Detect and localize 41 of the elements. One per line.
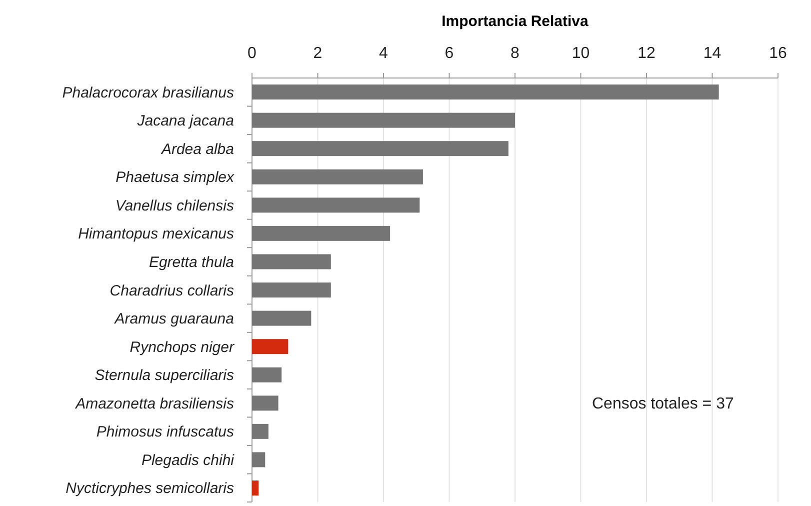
bar <box>252 452 266 468</box>
bar <box>252 424 268 439</box>
y-tick-label: Phalacrocorax brasilianus <box>62 84 234 102</box>
x-tick-label: 0 <box>248 45 257 62</box>
bar <box>252 367 282 382</box>
y-tick-label: Himantopus mexicanus <box>78 226 234 243</box>
bar <box>252 282 331 298</box>
x-tick-label: 10 <box>572 45 590 62</box>
x-tick-label: 12 <box>638 45 656 62</box>
bar <box>252 226 390 241</box>
bar <box>252 141 508 156</box>
y-tick-label: Sternula superciliaris <box>94 367 234 384</box>
y-tick-label: Plegadis chihi <box>141 452 235 469</box>
bar <box>252 112 515 128</box>
y-tick-label: Vanellus chilensis <box>115 197 234 214</box>
bar <box>252 310 312 326</box>
bar <box>252 339 288 354</box>
y-tick-label: Phimosus infuscatus <box>96 424 234 441</box>
y-tick-label: Charadrius collaris <box>110 282 234 300</box>
x-tick-label: 2 <box>313 45 322 62</box>
bar <box>252 84 719 100</box>
y-tick-label: Aramus guarauna <box>114 310 234 328</box>
x-tick-label: 4 <box>379 45 388 62</box>
y-tick-label: Jacana jacana <box>136 112 234 130</box>
y-tick-label: Rynchops niger <box>130 338 235 356</box>
x-tick-label: 6 <box>444 45 454 62</box>
bar <box>252 169 423 184</box>
y-tick-label: Nycticryphes semicollaris <box>66 480 234 498</box>
y-tick-label: Ardea alba <box>160 140 234 158</box>
bar <box>252 254 331 270</box>
bar <box>252 396 278 411</box>
y-tick-label: Phaetusa simplex <box>116 169 234 186</box>
annotation: Censos totales = 37 <box>592 396 734 413</box>
x-tick-label: 14 <box>703 45 722 62</box>
y-tick-label: Egretta thula <box>148 254 234 271</box>
chart-title: Importancia Relativa <box>442 13 590 30</box>
y-tick-label: Amazonetta brasiliensis <box>74 395 234 412</box>
bar <box>252 198 420 213</box>
bar <box>252 480 259 496</box>
x-tick-label: 16 <box>769 45 787 62</box>
x-tick-label: 8 <box>510 45 520 62</box>
